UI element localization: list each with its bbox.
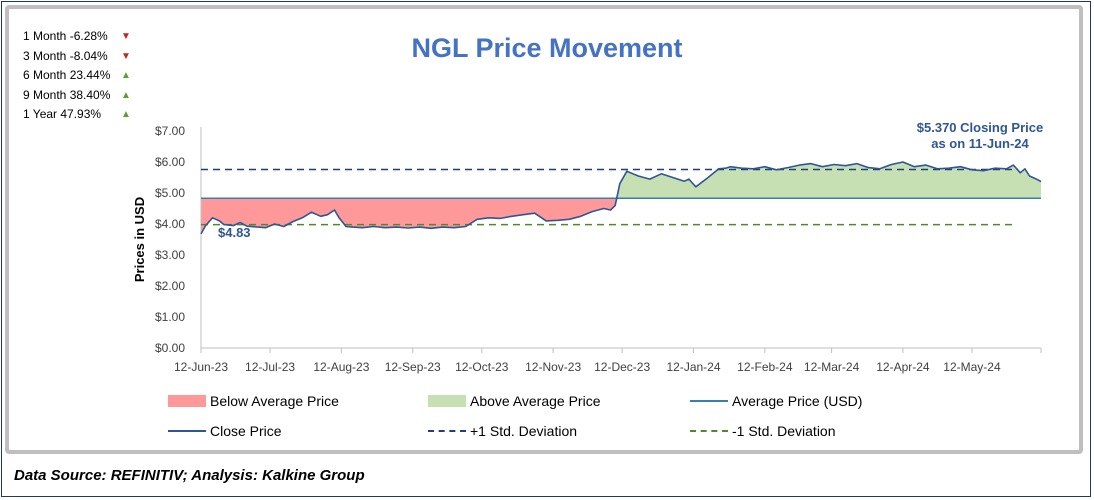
perf-row-3m: 3 Month -8.04% ▼	[23, 48, 131, 68]
data-source-note: Data Source: REFINITIV; Analysis: Kalkin…	[14, 467, 365, 484]
legend-swatch-minus-sd	[690, 430, 728, 432]
x-tick-label: 12-Nov-23	[525, 360, 581, 374]
closing-price-line2: as on 11-Jun-24	[931, 136, 1029, 151]
perf-label-6m: 6 Month 23.44%	[23, 68, 111, 82]
x-tick-label: 12-May-24	[943, 360, 1001, 374]
y-tick-label: $2.00	[155, 279, 185, 293]
legend-label-close: Close Price	[210, 423, 282, 439]
below-average-fill	[201, 198, 1041, 234]
y-tick-label: $4.00	[155, 217, 185, 231]
perf-label-1y: 1 Year 47.93%	[23, 107, 102, 121]
perf-label-3m: 3 Month -8.04%	[23, 48, 108, 63]
legend-swatch-above	[428, 395, 466, 407]
chart-panel	[5, 5, 1083, 454]
perf-row-6m: 6 Month 23.44% ▲	[23, 67, 131, 87]
chart-title: NGL Price Movement	[411, 33, 683, 63]
y-tick-label: $7.00	[155, 124, 185, 138]
x-tick-label: 12-Apr-24	[876, 360, 930, 374]
perf-label-9m: 9 Month 38.40%	[23, 87, 111, 102]
perf-row-9m: 9 Month 38.40% ▲	[23, 87, 131, 107]
legend-swatch-average	[690, 400, 728, 402]
legend-label-above: Above Average Price	[470, 393, 601, 409]
x-tick-label: 12-Dec-23	[594, 360, 650, 374]
x-tick-label: 12-Jun-23	[174, 360, 228, 374]
down-arrow-icon: ▼	[121, 50, 131, 62]
perf-row-1y: 1 Year 47.93% ▲	[23, 106, 131, 126]
x-tick-label: 12-Feb-24	[737, 360, 793, 374]
legend-swatch-plus-sd	[428, 430, 466, 432]
y-tick-label: $1.00	[155, 310, 185, 324]
legend-label-minus-sd: -1 Std. Deviation	[732, 423, 836, 439]
y-tick-label: $0.00	[155, 341, 185, 355]
legend-swatch-close	[168, 430, 206, 432]
x-tick-label: 12-Sep-23	[385, 360, 441, 374]
start-price-label: $4.83	[218, 225, 251, 240]
performance-summary: 1 Month -6.28% ▼ 3 Month -8.04% ▼ 6 Mont…	[23, 28, 131, 126]
down-arrow-icon: ▼	[121, 31, 131, 42]
y-tick-label: $5.00	[155, 186, 185, 200]
x-tick-label: 12-Jan-24	[666, 360, 720, 374]
perf-row-1m: 1 Month -6.28% ▼	[23, 28, 131, 48]
close-price-line	[200, 161, 1042, 235]
up-arrow-icon: ▲	[121, 89, 131, 101]
x-tick-label: 12-Mar-24	[804, 360, 860, 374]
legend-label-plus-sd: +1 Std. Deviation	[470, 423, 578, 439]
x-tick-label: 12-Oct-23	[455, 360, 509, 374]
closing-price-annotation: $5.370 Closing Price as on 11-Jun-24	[890, 120, 1070, 152]
y-axis-title: Prices in USD	[132, 197, 147, 282]
closing-price-line1: $5.370 Closing Price	[916, 120, 1044, 135]
up-arrow-icon: ▲	[121, 70, 131, 81]
legend-label-average: Average Price (USD)	[732, 393, 863, 409]
up-arrow-icon: ▲	[121, 109, 131, 120]
above-average-fill	[201, 162, 1041, 199]
perf-label-1m: 1 Month -6.28%	[23, 29, 108, 43]
x-tick-label: 12-Jul-23	[245, 360, 295, 374]
legend-swatch-below	[168, 395, 206, 407]
x-tick-label: 12-Aug-23	[313, 360, 369, 374]
legend-label-below: Below Average Price	[210, 393, 339, 409]
y-tick-label: $6.00	[155, 155, 185, 169]
y-tick-label: $3.00	[155, 248, 185, 262]
